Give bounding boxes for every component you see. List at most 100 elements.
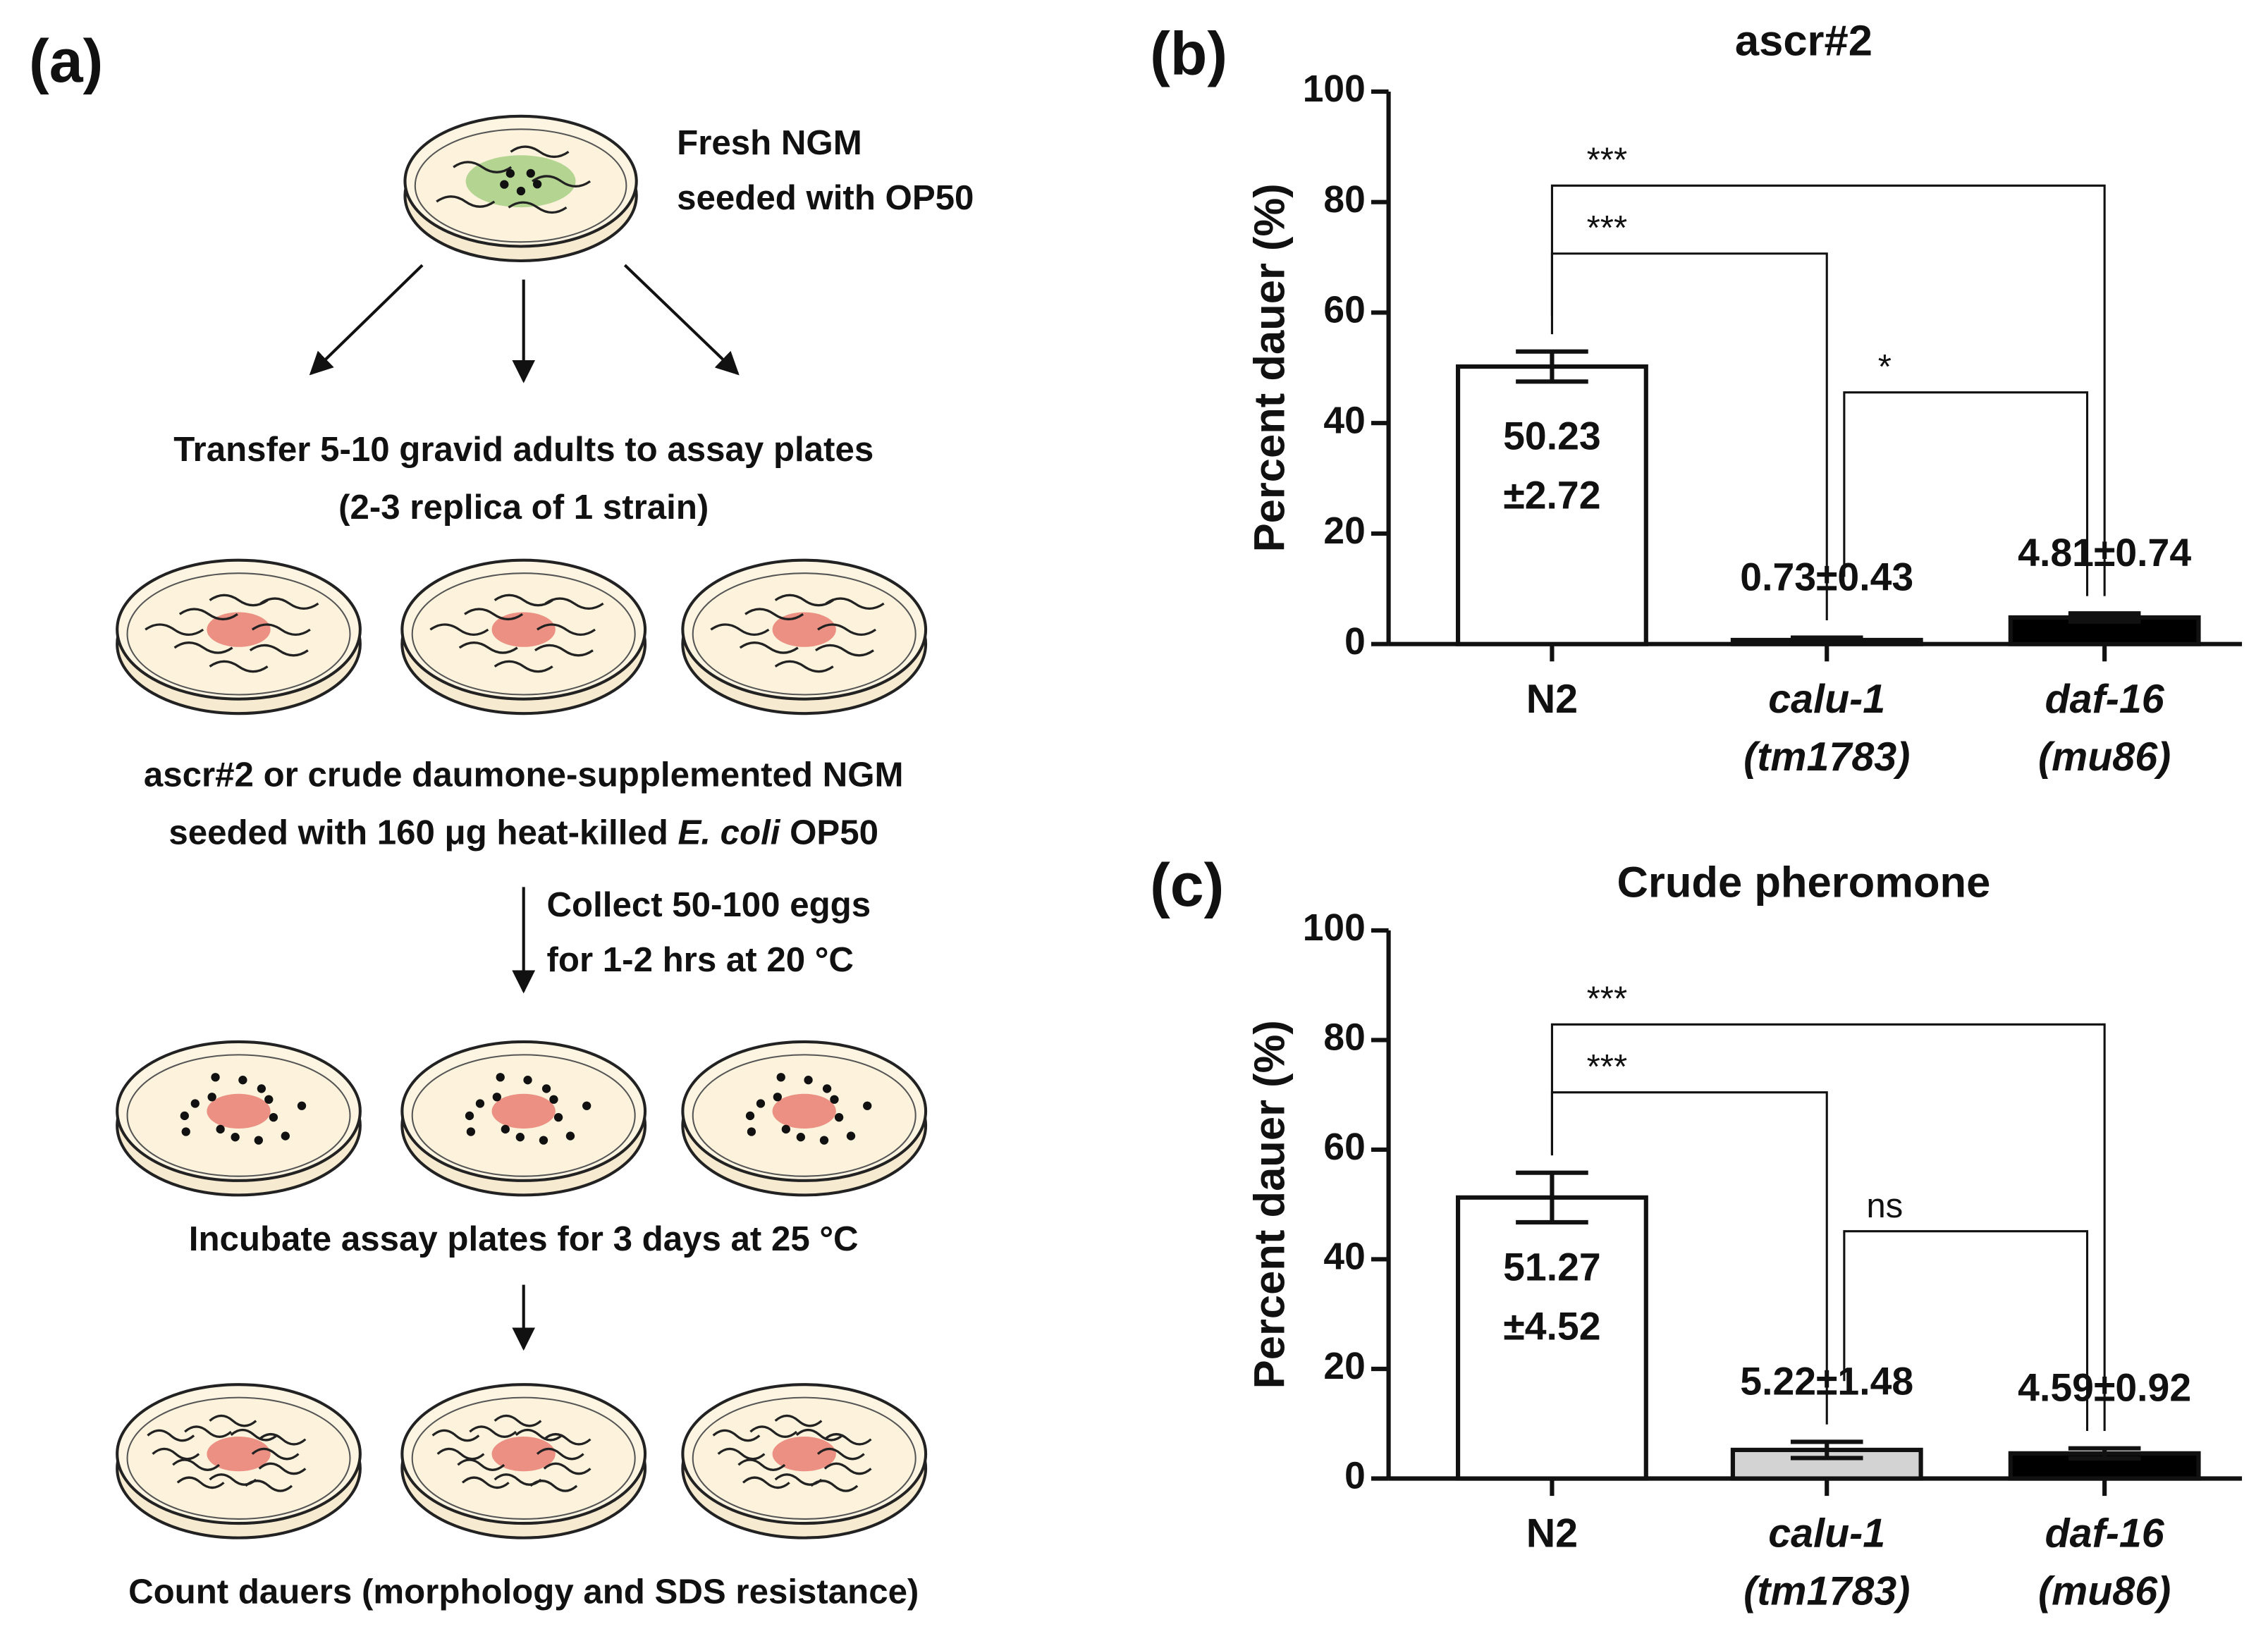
bacteria-lawn <box>207 1437 271 1472</box>
worm <box>823 1432 872 1446</box>
bacteria-lawn <box>207 612 271 647</box>
value-label: 51.27 ±4.52 <box>1503 1245 1601 1348</box>
worm <box>537 623 596 636</box>
step-text: for 1-2 hrs at 20 °C <box>547 940 854 979</box>
y-axis-label: Percent dauer (%) <box>1246 183 1294 552</box>
y-tick-label: 0 <box>1344 621 1366 663</box>
bacteria-lawn <box>772 612 836 647</box>
egg <box>745 1111 755 1121</box>
value-label: 50.23 ±2.72 <box>1503 414 1601 517</box>
y-tick-label: 20 <box>1323 510 1365 552</box>
worm <box>251 623 311 636</box>
panel-label: (c) <box>1150 852 1224 919</box>
y-axis-label: Percent dauer (%) <box>1246 1020 1294 1389</box>
worm <box>795 1428 844 1442</box>
bacteria-lawn <box>772 1093 836 1129</box>
worm <box>184 1425 232 1438</box>
x-tick-label: N2 <box>1526 677 1578 722</box>
egg <box>207 1093 216 1102</box>
worm <box>712 1429 761 1442</box>
bacteria-lawn <box>465 155 576 208</box>
step-text: seeded with 160 μg heat-killed E. coli O… <box>168 813 878 852</box>
x-tick-label: N2 <box>1526 1511 1578 1556</box>
y-tick-label: 60 <box>1323 290 1365 331</box>
worm <box>209 660 269 673</box>
step-text: seeded with OP50 <box>677 178 974 217</box>
step-text: Collect 50-100 eggs <box>547 885 871 924</box>
worm <box>457 1458 505 1471</box>
y-tick-label: 100 <box>1303 68 1366 110</box>
worm <box>249 644 309 657</box>
egg <box>523 1076 532 1085</box>
worm <box>464 608 524 621</box>
arrow <box>309 264 424 376</box>
egg <box>465 1111 474 1121</box>
egg <box>747 1127 756 1136</box>
egg <box>822 1084 832 1093</box>
egg <box>264 1095 274 1104</box>
bar <box>1455 364 1648 646</box>
worm <box>431 1429 480 1442</box>
worm <box>251 1447 300 1461</box>
egg <box>526 168 535 178</box>
chart-title: ascr#2 <box>1735 17 1872 66</box>
egg <box>505 168 515 178</box>
egg <box>846 1131 856 1141</box>
worm <box>544 597 604 610</box>
egg <box>830 1095 839 1104</box>
egg <box>496 1073 505 1082</box>
egg <box>501 1124 510 1134</box>
bacteria-lawn <box>491 1093 556 1129</box>
worm <box>258 1432 307 1446</box>
egg <box>804 1076 813 1085</box>
text-part: OP50 <box>780 813 878 852</box>
worm <box>436 195 496 208</box>
petri-dish <box>403 114 638 263</box>
panel-label: (a) <box>29 27 103 95</box>
egg <box>819 1136 829 1145</box>
worm <box>453 161 513 173</box>
egg <box>773 1093 783 1102</box>
x-tick-label: calu-1 (tm1783) <box>1743 1511 1910 1614</box>
x-tick-label: daf-16 (mu86) <box>2038 677 2171 780</box>
y-tick-label: 80 <box>1323 179 1365 221</box>
worm <box>515 1428 563 1442</box>
worm <box>494 1414 542 1427</box>
egg <box>516 186 526 196</box>
egg <box>216 1124 225 1134</box>
worm <box>543 1462 591 1475</box>
egg <box>466 1127 476 1136</box>
egg <box>281 1131 290 1141</box>
worm <box>739 641 799 654</box>
worm <box>749 1425 798 1438</box>
worm <box>543 1432 591 1446</box>
significance-bracket <box>1843 1230 2089 1432</box>
worm <box>173 641 233 654</box>
significance-label: ns <box>1866 1186 1903 1225</box>
egg <box>582 1101 591 1110</box>
worm <box>742 1476 790 1489</box>
bacteria-lawn <box>207 1093 271 1129</box>
worm <box>469 1425 517 1438</box>
egg <box>297 1101 307 1110</box>
egg <box>796 1133 805 1142</box>
worm <box>178 608 238 621</box>
egg <box>834 1112 844 1122</box>
egg <box>532 180 542 189</box>
significance-bracket <box>1550 252 1828 620</box>
significance-bracket <box>1550 1023 2106 1432</box>
worm <box>508 201 568 214</box>
petri-dish <box>400 1383 647 1539</box>
petri-dish <box>116 1383 362 1539</box>
egg <box>756 1099 766 1108</box>
worm <box>147 1429 195 1442</box>
worm <box>825 597 885 610</box>
worm <box>172 1458 220 1471</box>
bacteria-lawn <box>491 612 556 647</box>
worm <box>710 623 770 636</box>
worm <box>258 1462 307 1475</box>
worm <box>259 597 319 610</box>
petri-dish <box>400 1040 647 1197</box>
worm <box>458 641 518 654</box>
worm <box>536 1447 584 1461</box>
